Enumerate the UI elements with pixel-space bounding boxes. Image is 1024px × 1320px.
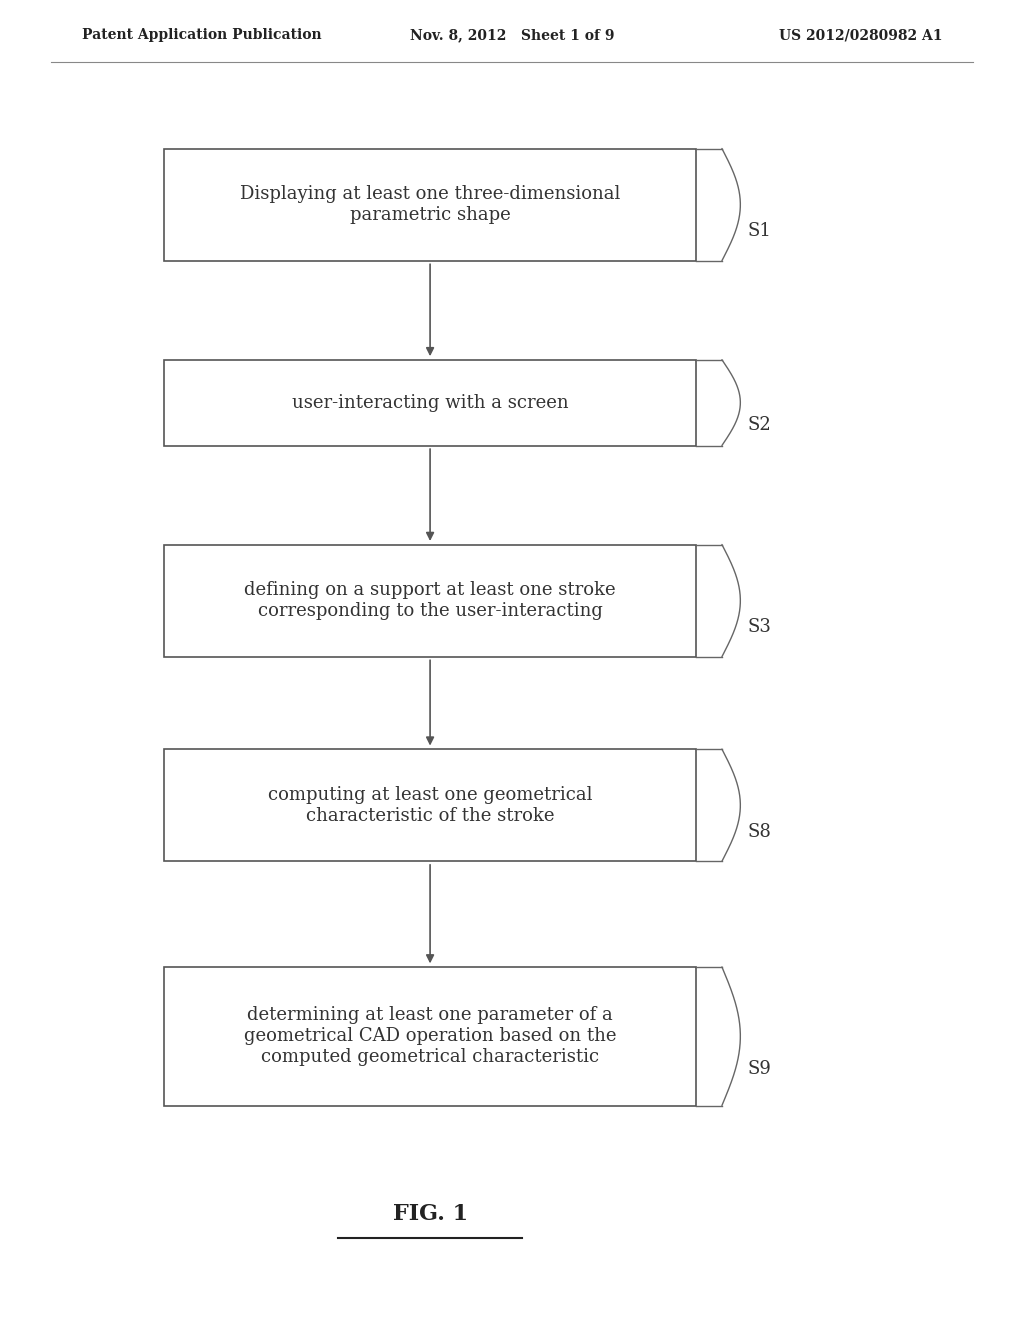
FancyBboxPatch shape — [164, 544, 696, 656]
FancyBboxPatch shape — [164, 359, 696, 446]
Text: user-interacting with a screen: user-interacting with a screen — [292, 393, 568, 412]
FancyBboxPatch shape — [164, 149, 696, 261]
Text: FIG. 1: FIG. 1 — [392, 1204, 468, 1225]
Text: computing at least one geometrical
characteristic of the stroke: computing at least one geometrical chara… — [268, 785, 592, 825]
Text: Nov. 8, 2012   Sheet 1 of 9: Nov. 8, 2012 Sheet 1 of 9 — [410, 28, 614, 42]
Text: US 2012/0280982 A1: US 2012/0280982 A1 — [778, 28, 942, 42]
Text: S8: S8 — [748, 822, 771, 841]
Text: Displaying at least one three-dimensional
parametric shape: Displaying at least one three-dimensiona… — [240, 185, 621, 224]
Text: S9: S9 — [748, 1060, 771, 1078]
FancyBboxPatch shape — [164, 748, 696, 861]
FancyBboxPatch shape — [164, 966, 696, 1106]
Text: Patent Application Publication: Patent Application Publication — [82, 28, 322, 42]
Text: S2: S2 — [748, 416, 771, 434]
Text: determining at least one parameter of a
geometrical CAD operation based on the
c: determining at least one parameter of a … — [244, 1006, 616, 1067]
Text: S3: S3 — [748, 618, 771, 636]
Text: defining on a support at least one stroke
corresponding to the user-interacting: defining on a support at least one strok… — [245, 581, 615, 620]
Text: S1: S1 — [748, 222, 771, 240]
